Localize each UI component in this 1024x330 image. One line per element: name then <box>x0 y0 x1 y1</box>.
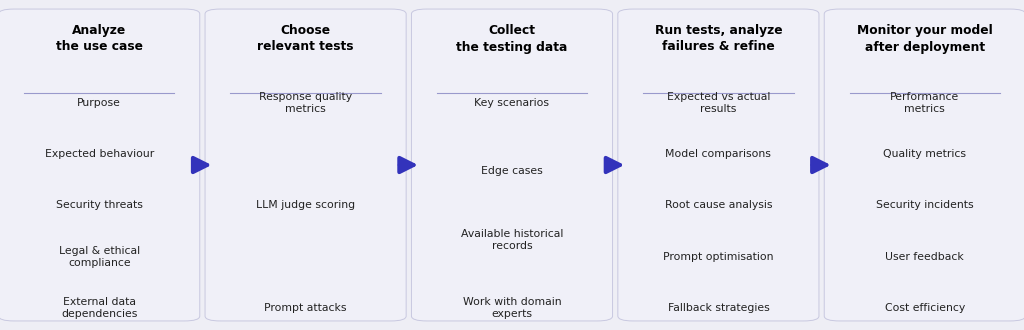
Text: Key scenarios: Key scenarios <box>474 98 550 108</box>
Text: Monitor your model
after deployment: Monitor your model after deployment <box>857 24 992 53</box>
Text: User feedback: User feedback <box>886 252 965 262</box>
Text: Cost efficiency: Cost efficiency <box>885 303 965 313</box>
Text: Legal & ethical
compliance: Legal & ethical compliance <box>58 246 139 268</box>
Text: Edge cases: Edge cases <box>481 166 543 176</box>
Text: Fallback strategies: Fallback strategies <box>668 303 769 313</box>
Text: Available historical
records: Available historical records <box>461 228 563 250</box>
FancyBboxPatch shape <box>412 9 612 321</box>
Text: LLM judge scoring: LLM judge scoring <box>256 200 355 210</box>
Text: Choose
relevant tests: Choose relevant tests <box>257 24 354 53</box>
Text: Prompt optimisation: Prompt optimisation <box>664 252 774 262</box>
Text: Run tests, analyze
failures & refine: Run tests, analyze failures & refine <box>654 24 782 53</box>
FancyBboxPatch shape <box>0 9 200 321</box>
Text: Performance
metrics: Performance metrics <box>890 91 959 114</box>
Text: Expected vs actual
results: Expected vs actual results <box>667 91 770 114</box>
Text: Root cause analysis: Root cause analysis <box>665 200 772 210</box>
Text: Model comparisons: Model comparisons <box>666 149 771 159</box>
Text: Purpose: Purpose <box>77 98 121 108</box>
Text: Work with domain
experts: Work with domain experts <box>463 297 561 319</box>
Text: Prompt attacks: Prompt attacks <box>264 303 347 313</box>
Text: External data
dependencies: External data dependencies <box>61 297 137 319</box>
Text: Analyze
the use case: Analyze the use case <box>55 24 142 53</box>
Text: Quality metrics: Quality metrics <box>884 149 967 159</box>
Text: Security incidents: Security incidents <box>876 200 974 210</box>
FancyBboxPatch shape <box>617 9 819 321</box>
Text: Security threats: Security threats <box>55 200 142 210</box>
FancyBboxPatch shape <box>205 9 407 321</box>
Text: Collect
the testing data: Collect the testing data <box>457 24 567 53</box>
FancyBboxPatch shape <box>824 9 1024 321</box>
Text: Response quality
metrics: Response quality metrics <box>259 91 352 114</box>
Text: Expected behaviour: Expected behaviour <box>45 149 154 159</box>
